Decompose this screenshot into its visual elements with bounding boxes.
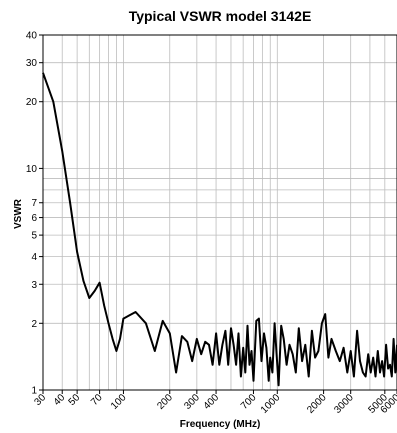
y-tick-label: 5 (31, 231, 37, 242)
x-tick-label: 70 (89, 392, 105, 408)
x-tick-label: 400 (202, 392, 222, 412)
x-tick-label: 50 (67, 392, 83, 408)
y-tick-label: 4 (31, 252, 37, 263)
x-tick-label: 100 (109, 392, 129, 412)
series-layer (42, 72, 397, 387)
y-axis-ticks: 1 2 3 4 5 6 7 10 20 30 40 (26, 31, 43, 397)
x-tick-label: 3000 (332, 392, 356, 416)
y-tick-label: 40 (26, 31, 38, 42)
x-tick-label: 40 (52, 392, 68, 408)
y-tick-label: 7 (31, 198, 37, 209)
y-tick-label: 2 (31, 319, 37, 330)
x-axis-label: Frequency (MHz) (180, 419, 261, 430)
grid (42, 34, 397, 391)
x-tick-label: 300 (182, 392, 202, 412)
x-tick-label: 200 (155, 392, 175, 412)
chart-title: Typical VSWR model 3142E (129, 8, 312, 24)
y-tick-label: 1 (31, 386, 37, 397)
x-tick-label: 2000 (305, 392, 329, 416)
x-tick-label: 1000 (259, 392, 283, 416)
y-tick-label: 10 (26, 164, 38, 175)
y-tick-label: 6 (31, 213, 37, 224)
y-axis-label: VSWR (13, 198, 24, 229)
plot-frame (42, 34, 397, 391)
y-tick-label: 30 (26, 58, 38, 69)
y-tick-label: 20 (26, 97, 38, 108)
x-axis-ticks: 30 40 50 70 100 200 300 400 700 1000 2000 3000 50006… (32, 390, 397, 416)
x-tick-label: 700 (239, 392, 259, 412)
series-line (42, 72, 397, 387)
y-tick-label: 3 (31, 280, 37, 291)
